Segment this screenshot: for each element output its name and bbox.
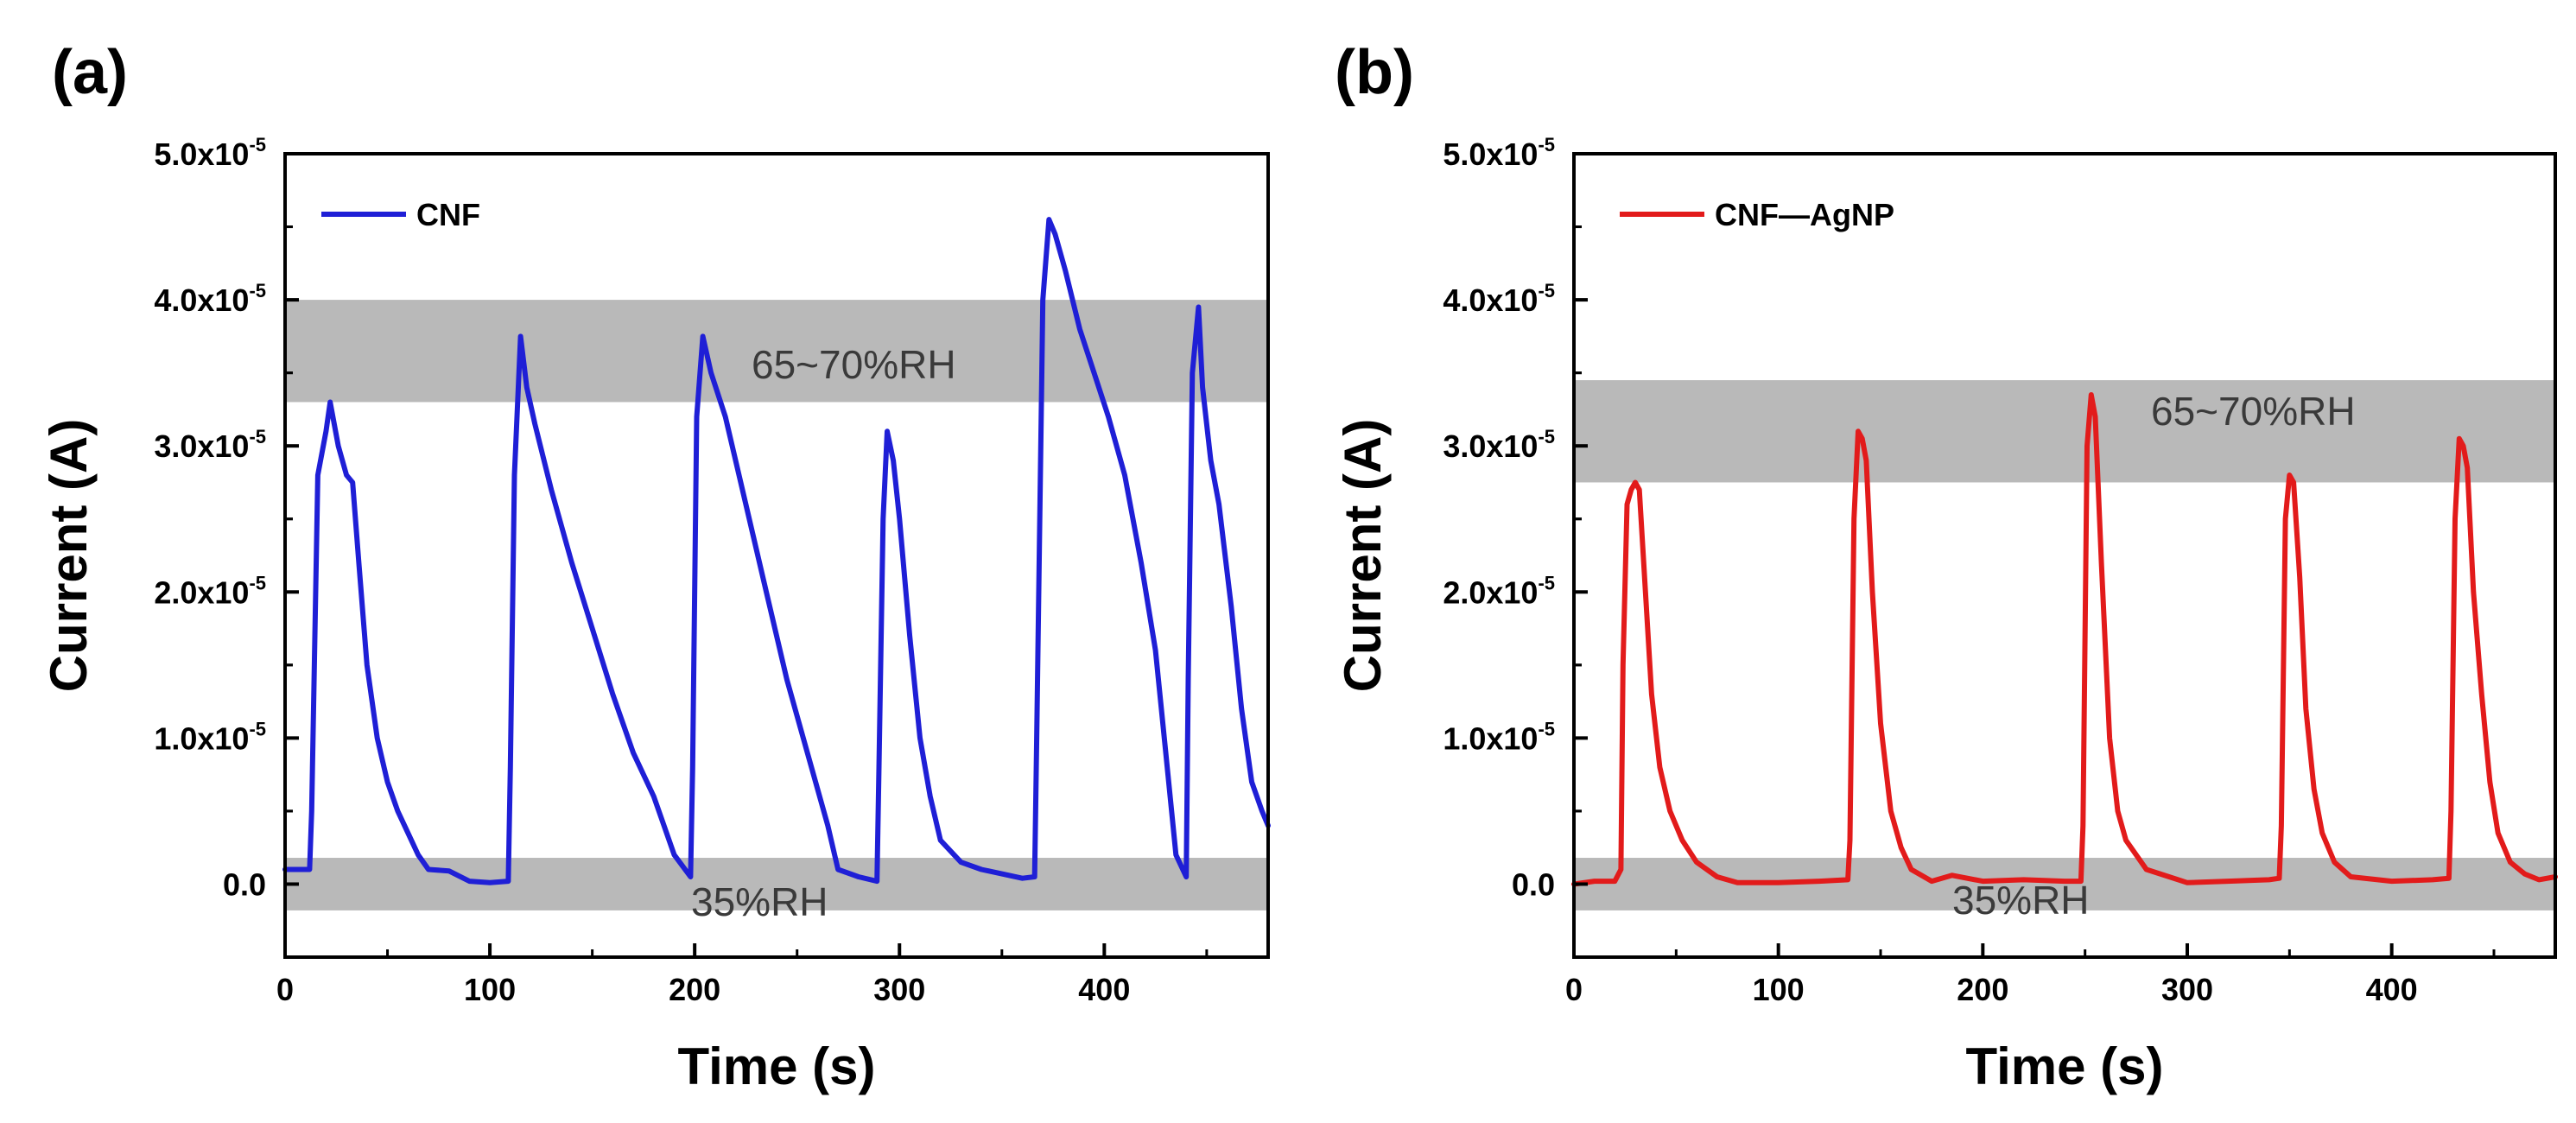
y-axis-title: Current (A) bbox=[40, 419, 98, 693]
x-tick-label: 200 bbox=[1957, 972, 2008, 1007]
y-tick-label: 4.0x10-5 bbox=[154, 280, 266, 318]
chart-panel-b: (b) 65~70%RH 35%RH 0 100 200 300 400 0.0 1.0x10-5… bbox=[1334, 38, 2558, 1095]
y-tick-label: 5.0x10-5 bbox=[154, 134, 266, 172]
panel-label: (b) bbox=[1335, 38, 1414, 107]
plot-frame bbox=[1572, 152, 2557, 959]
y-tick-label: 3.0x10-5 bbox=[1443, 426, 1555, 464]
x-axis-title: Time (s) bbox=[678, 1037, 876, 1095]
y-tick-label: 2.0x10-5 bbox=[154, 572, 266, 610]
panel-label: (a) bbox=[52, 38, 128, 107]
x-tick-label: 400 bbox=[2366, 972, 2418, 1007]
band-label: 35%RH bbox=[691, 879, 828, 924]
band-label: 65~70%RH bbox=[2151, 389, 2356, 434]
x-tick-label: 0 bbox=[276, 972, 294, 1007]
x-tick-label: 300 bbox=[2161, 972, 2213, 1007]
x-tick-label: 200 bbox=[669, 972, 720, 1007]
x-tick-label: 300 bbox=[873, 972, 925, 1007]
y-tick-label: 1.0x10-5 bbox=[1443, 718, 1555, 756]
x-tick-label: 400 bbox=[1078, 972, 1130, 1007]
y-tick-label: 0.0 bbox=[223, 866, 266, 902]
y-tick-label: 1.0x10-5 bbox=[154, 718, 266, 756]
legend-label: CNF—AgNP bbox=[1715, 197, 1894, 232]
x-tick-label: 0 bbox=[1565, 972, 1583, 1007]
humidity-band bbox=[285, 300, 1268, 403]
x-tick-label: 100 bbox=[464, 972, 516, 1007]
x-axis-title: Time (s) bbox=[1966, 1037, 2164, 1095]
y-tick-label: 2.0x10-5 bbox=[1443, 572, 1555, 610]
band-label: 35%RH bbox=[1952, 878, 2090, 923]
chart-panel-a: (a) 65~70%RH 35%RH 0 100 200 300 400 0.0 1.0x10-5… bbox=[40, 38, 1271, 1095]
y-axis-title: Current (A) bbox=[1334, 419, 1392, 693]
y-tick-label: 4.0x10-5 bbox=[1443, 280, 1555, 318]
plot-frame bbox=[283, 152, 1270, 959]
y-tick-label: 5.0x10-5 bbox=[1443, 134, 1555, 172]
y-tick-label: 3.0x10-5 bbox=[154, 426, 266, 464]
humidity-band bbox=[1574, 380, 2555, 483]
x-tick-label: 100 bbox=[1753, 972, 1805, 1007]
y-tick-label: 0.0 bbox=[1512, 866, 1555, 902]
series-line bbox=[1571, 392, 2558, 887]
humidity-band bbox=[285, 858, 1268, 910]
legend-label: CNF bbox=[416, 197, 480, 232]
series-line bbox=[282, 217, 1271, 885]
band-label: 65~70%RH bbox=[752, 342, 956, 387]
